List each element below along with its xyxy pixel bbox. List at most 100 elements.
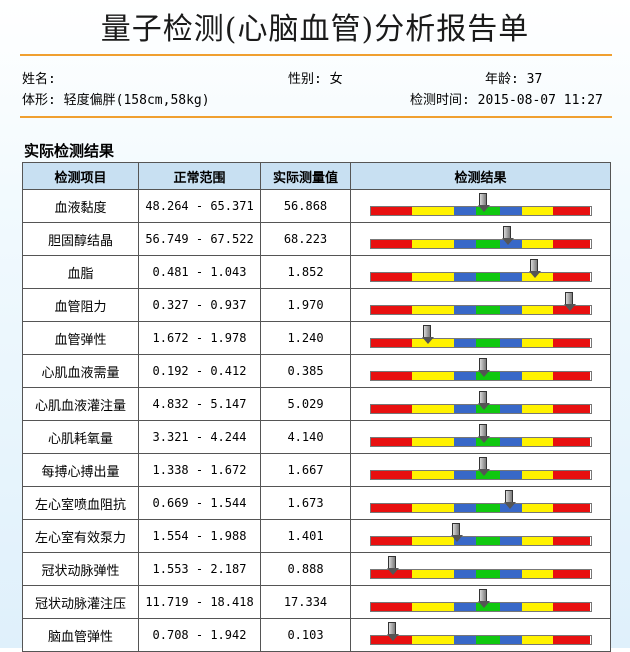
range-cell: 11.719 - 18.418 — [138, 585, 261, 619]
red-segment — [553, 603, 591, 611]
range-cell: 0.481 - 1.043 — [138, 255, 261, 289]
yellow-segment — [412, 438, 455, 446]
range-cell: 0.327 - 0.937 — [138, 288, 261, 322]
blue-segment — [500, 471, 523, 479]
yellow-segment — [412, 570, 455, 578]
yellow-segment — [522, 504, 554, 512]
red-segment — [553, 240, 591, 248]
test-time: 检测时间: 2015-08-07 11:27 — [410, 93, 603, 108]
result-cell — [350, 420, 611, 454]
blue-segment — [500, 603, 523, 611]
red-segment — [370, 339, 413, 347]
section-title: 实际检测结果 — [24, 142, 115, 160]
table-row: 脑血管弹性 0.708 - 1.942 0.103 — [22, 618, 611, 652]
item-cell: 血液黏度 — [22, 189, 139, 223]
green-segment — [476, 306, 501, 314]
header-value: 实际测量值 — [260, 162, 351, 190]
yellow-segment — [522, 537, 554, 545]
red-segment — [370, 438, 413, 446]
yellow-segment — [412, 471, 455, 479]
red-segment — [370, 471, 413, 479]
item-cell: 冠状动脉灌注压 — [22, 585, 139, 619]
blue-segment — [454, 240, 477, 248]
report-title: 量子检测(心脑血管)分析报告单 — [100, 12, 530, 47]
green-segment — [476, 273, 501, 281]
yellow-segment — [522, 405, 554, 413]
blue-segment — [454, 372, 477, 380]
yellow-segment — [412, 603, 455, 611]
red-segment — [370, 504, 413, 512]
header-item: 检测项目 — [22, 162, 139, 190]
yellow-segment — [412, 207, 455, 215]
results-table: 检测项目 正常范围 实际测量值 检测结果 血液黏度 48.264 - 65.371… — [22, 162, 611, 652]
patient-age: 年龄: 37 — [485, 72, 543, 87]
value-cell: 56.868 — [260, 189, 351, 223]
red-segment — [553, 570, 591, 578]
yellow-segment — [412, 372, 455, 380]
result-scale-bar — [369, 338, 592, 348]
blue-segment — [454, 273, 477, 281]
value-cell: 4.140 — [260, 420, 351, 454]
range-cell: 56.749 - 67.522 — [138, 222, 261, 256]
table-row: 血管弹性 1.672 - 1.978 1.240 — [22, 321, 611, 355]
yellow-segment — [412, 306, 455, 314]
item-cell: 心肌血液需量 — [22, 354, 139, 388]
yellow-segment — [522, 306, 554, 314]
blue-segment — [500, 636, 523, 644]
value-cell: 1.852 — [260, 255, 351, 289]
result-cell — [350, 354, 611, 388]
table-row: 心肌耗氧量 3.321 - 4.244 4.140 — [22, 420, 611, 454]
item-cell: 左心室有效泵力 — [22, 519, 139, 553]
red-segment — [553, 471, 591, 479]
result-marker-icon — [477, 424, 490, 443]
range-cell: 48.264 - 65.371 — [138, 189, 261, 223]
blue-segment — [454, 504, 477, 512]
result-cell — [350, 486, 611, 520]
item-cell: 胆固醇结晶 — [22, 222, 139, 256]
value-cell: 1.667 — [260, 453, 351, 487]
blue-segment — [454, 471, 477, 479]
result-cell — [350, 387, 611, 421]
yellow-segment — [522, 471, 554, 479]
yellow-segment — [522, 240, 554, 248]
result-marker-icon — [477, 358, 490, 377]
yellow-segment — [412, 537, 455, 545]
result-marker-icon — [477, 457, 490, 476]
result-marker-icon — [386, 622, 399, 641]
yellow-segment — [522, 603, 554, 611]
result-marker-icon — [386, 556, 399, 575]
result-marker-icon — [422, 325, 435, 344]
result-marker-icon — [564, 292, 577, 311]
blue-segment — [500, 372, 523, 380]
yellow-segment — [522, 570, 554, 578]
blue-segment — [454, 306, 477, 314]
patient-body-type: 体形: 轻度偏胖(158cm,58kg) — [22, 93, 210, 108]
range-cell: 3.321 - 4.244 — [138, 420, 261, 454]
value-cell: 5.029 — [260, 387, 351, 421]
header-range: 正常范围 — [138, 162, 261, 190]
value-cell: 0.103 — [260, 618, 351, 652]
item-cell: 血管阻力 — [22, 288, 139, 322]
result-scale-bar — [369, 536, 592, 546]
red-segment — [370, 273, 413, 281]
item-cell: 左心室喷血阻抗 — [22, 486, 139, 520]
blue-segment — [454, 405, 477, 413]
yellow-segment — [412, 504, 455, 512]
yellow-segment — [522, 636, 554, 644]
table-row: 左心室喷血阻抗 0.669 - 1.544 1.673 — [22, 486, 611, 520]
value-cell: 68.223 — [260, 222, 351, 256]
range-cell: 1.338 - 1.672 — [138, 453, 261, 487]
blue-segment — [500, 537, 523, 545]
blue-segment — [500, 438, 523, 446]
red-segment — [370, 207, 413, 215]
table-row: 左心室有效泵力 1.554 - 1.988 1.401 — [22, 519, 611, 553]
result-cell — [350, 585, 611, 619]
table-row: 血脂 0.481 - 1.043 1.852 — [22, 255, 611, 289]
red-segment — [553, 537, 591, 545]
value-cell: 0.385 — [260, 354, 351, 388]
yellow-segment — [522, 372, 554, 380]
item-cell: 血脂 — [22, 255, 139, 289]
result-marker-icon — [451, 523, 464, 542]
red-segment — [370, 372, 413, 380]
table-row: 心肌血液需量 0.192 - 0.412 0.385 — [22, 354, 611, 388]
